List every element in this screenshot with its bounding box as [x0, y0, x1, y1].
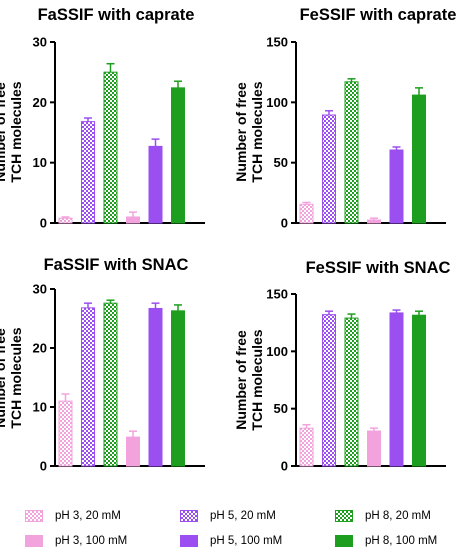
bar-ph-8-20-mm	[103, 302, 118, 467]
y-axis-label: Number of freeTCH molecules	[0, 81, 24, 182]
y-axis-label: Number of freeTCH molecules	[0, 327, 24, 428]
y-tick-label: 20	[33, 341, 47, 356]
y-tick-label: 0	[40, 459, 47, 474]
bar-ph-5-20-mm	[322, 114, 336, 224]
bar-ph-3-100-mm	[126, 436, 140, 467]
legend-label: pH 5, 20 mM	[210, 510, 276, 522]
legend-label: pH 8, 100 mM	[365, 535, 438, 547]
legend-label: pH 3, 100 mM	[55, 535, 128, 547]
bar-ph-5-100-mm	[148, 307, 163, 467]
y-tick-label: 0	[281, 459, 288, 474]
legend-swatch	[335, 510, 353, 522]
y-tick-label: 150	[266, 287, 288, 302]
y-tick-label: 20	[33, 95, 47, 110]
bar-ph-8-20-mm	[103, 71, 118, 224]
legend-swatch	[25, 510, 43, 522]
y-tick-label: 30	[33, 282, 47, 297]
legend-label: pH 5, 100 mM	[210, 535, 283, 547]
y-tick-label: 100	[266, 344, 288, 359]
bar-ph-8-100-mm	[171, 310, 185, 467]
y-axis-label: Number of freeTCH molecules	[233, 81, 265, 182]
bar-ph-8-100-mm	[412, 94, 426, 224]
legend-label: pH 8, 20 mM	[365, 510, 431, 522]
y-tick-label: 50	[274, 155, 288, 170]
bar-ph-3-100-mm	[367, 430, 381, 467]
bar-ph-8-100-mm	[171, 87, 185, 224]
bar-ph-8-20-mm	[344, 81, 359, 224]
legend: pH 3, 20 mM pH 5, 20 mM pH 8, 20 mM pH 3, 1…	[0, 500, 470, 550]
panel-2: FeSSIF with caprate Number of freeTCH mol…	[233, 6, 456, 231]
bar-ph-3-20-mm	[299, 203, 314, 224]
bar-ph-5-20-mm	[322, 314, 336, 467]
bar-ph-8-100-mm	[412, 314, 426, 467]
panel-title: FaSSIF with caprate	[38, 6, 195, 24]
bar-ph-3-100-mm	[126, 216, 140, 224]
panel-title: FaSSIF with SNAC	[44, 256, 189, 274]
y-tick-label: 50	[274, 401, 288, 416]
panel-title: FeSSIF with SNAC	[306, 259, 451, 277]
legend-item: pH 8, 20 mM	[335, 508, 431, 524]
legend-item: pH 5, 100 mM	[180, 533, 282, 549]
legend-item: pH 5, 20 mM	[180, 508, 276, 524]
legend-swatch	[180, 510, 198, 522]
y-tick-label: 0	[281, 216, 288, 231]
legend-label: pH 3, 20 mM	[55, 510, 121, 522]
legend-swatch	[180, 535, 198, 547]
panel-title: FeSSIF with caprate	[300, 6, 457, 24]
legend-item: pH 3, 100 mM	[25, 533, 127, 549]
y-tick-label: 30	[33, 35, 47, 50]
bar-ph-5-100-mm	[389, 312, 404, 467]
panel-4: FeSSIF with SNAC Number of freeTCH molecu…	[233, 259, 451, 474]
bar-ph-5-20-mm	[81, 121, 95, 224]
y-tick-label: 10	[33, 400, 47, 415]
bar-ph-3-20-mm	[299, 427, 314, 467]
panel-1: FaSSIF with caprate Number of freeTCH mol…	[0, 6, 205, 231]
legend-swatch	[25, 535, 43, 547]
bar-ph-5-100-mm	[389, 149, 404, 224]
bar-ph-3-20-mm	[58, 217, 73, 224]
y-axis-label: Number of freeTCH molecules	[233, 329, 265, 430]
bar-ph-5-100-mm	[148, 145, 163, 224]
y-tick-label: 100	[266, 95, 288, 110]
bar-ph-3-20-mm	[58, 400, 73, 467]
panel-3: FaSSIF with SNAC Number of freeTCH molecu…	[0, 256, 205, 474]
legend-item: pH 8, 100 mM	[335, 533, 437, 549]
legend-swatch	[335, 535, 353, 547]
y-tick-label: 150	[266, 35, 288, 50]
y-tick-label: 10	[33, 155, 47, 170]
bar-ph-3-100-mm	[367, 219, 381, 224]
y-tick-label: 0	[40, 216, 47, 231]
legend-item: pH 3, 20 mM	[25, 508, 121, 524]
bar-ph-5-20-mm	[81, 307, 95, 467]
bar-ph-8-20-mm	[344, 317, 359, 467]
